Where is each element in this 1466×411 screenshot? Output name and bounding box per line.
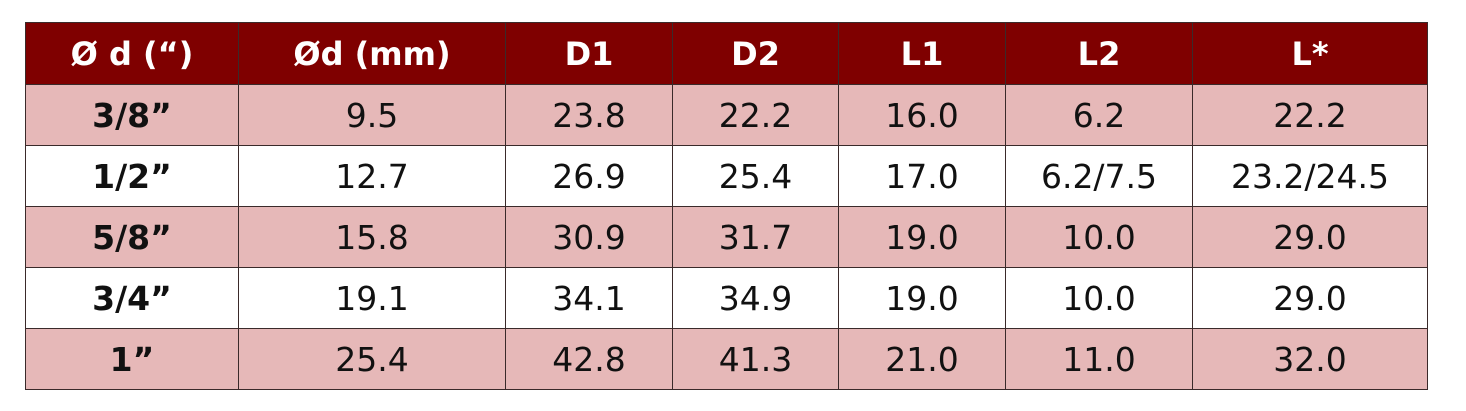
table-row: 1” 25.4 42.8 41.3 21.0 11.0 32.0: [25, 328, 1428, 390]
value-cell: 29.0: [1192, 206, 1428, 268]
value-cell: 6.2: [1005, 84, 1193, 146]
size-cell: 1/2”: [25, 145, 239, 207]
size-cell: 3/8”: [25, 84, 239, 146]
value-cell: 15.8: [238, 206, 506, 268]
value-cell: 23.2/24.5: [1192, 145, 1428, 207]
value-cell: 6.2/7.5: [1005, 145, 1193, 207]
value-cell: 19.0: [838, 206, 1006, 268]
value-cell: 25.4: [238, 328, 506, 390]
value-cell: 26.9: [505, 145, 673, 207]
table-container: Ø d (“) Ød (mm) D1 D2 L1 L2 L* 3/8” 9.5 23.8 22.2…: [25, 22, 1428, 390]
table-body: 3/8” 9.5 23.8 22.2 16.0 6.2 22.2 1/2” 12.7 26.9 25…: [25, 84, 1428, 390]
dimension-table: Ø d (“) Ød (mm) D1 D2 L1 L2 L* 3/8” 9.5 23.8 22.2…: [25, 22, 1428, 390]
header-cell: L2: [1005, 22, 1193, 85]
table-row: 3/4” 19.1 34.1 34.9 19.0 10.0 29.0: [25, 267, 1428, 329]
header-cell: Ø d (“): [25, 22, 239, 85]
size-cell: 3/4”: [25, 267, 239, 329]
size-cell: 5/8”: [25, 206, 239, 268]
value-cell: 17.0: [838, 145, 1006, 207]
header-cell: L*: [1192, 22, 1428, 85]
value-cell: 12.7: [238, 145, 506, 207]
value-cell: 22.2: [672, 84, 839, 146]
header-cell: L1: [838, 22, 1006, 85]
value-cell: 19.0: [838, 267, 1006, 329]
value-cell: 19.1: [238, 267, 506, 329]
value-cell: 31.7: [672, 206, 839, 268]
value-cell: 29.0: [1192, 267, 1428, 329]
value-cell: 9.5: [238, 84, 506, 146]
value-cell: 42.8: [505, 328, 673, 390]
value-cell: 10.0: [1005, 206, 1193, 268]
value-cell: 22.2: [1192, 84, 1428, 146]
header-cell: D2: [672, 22, 839, 85]
header-cell: D1: [505, 22, 673, 85]
header-row: Ø d (“) Ød (mm) D1 D2 L1 L2 L*: [25, 22, 1428, 85]
value-cell: 25.4: [672, 145, 839, 207]
value-cell: 34.9: [672, 267, 839, 329]
value-cell: 16.0: [838, 84, 1006, 146]
value-cell: 30.9: [505, 206, 673, 268]
value-cell: 32.0: [1192, 328, 1428, 390]
value-cell: 23.8: [505, 84, 673, 146]
table-row: 3/8” 9.5 23.8 22.2 16.0 6.2 22.2: [25, 84, 1428, 146]
table-row: 5/8” 15.8 30.9 31.7 19.0 10.0 29.0: [25, 206, 1428, 268]
value-cell: 21.0: [838, 328, 1006, 390]
value-cell: 34.1: [505, 267, 673, 329]
header-cell: Ød (mm): [238, 22, 506, 85]
table-row: 1/2” 12.7 26.9 25.4 17.0 6.2/7.5 23.2/24.5: [25, 145, 1428, 207]
size-cell: 1”: [25, 328, 239, 390]
value-cell: 41.3: [672, 328, 839, 390]
value-cell: 10.0: [1005, 267, 1193, 329]
value-cell: 11.0: [1005, 328, 1193, 390]
